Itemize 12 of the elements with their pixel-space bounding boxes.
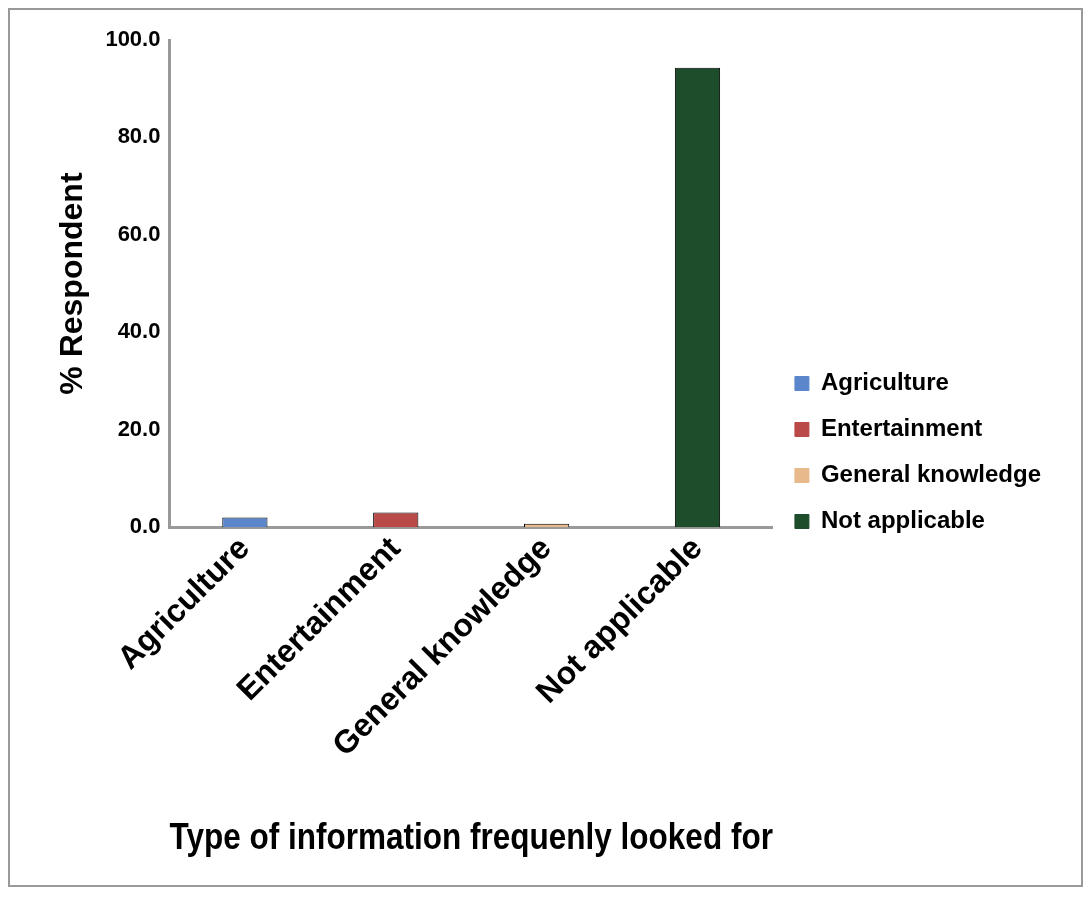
y-tick-label: 40.0 — [117, 318, 161, 344]
y-axis-title: % Respondent — [53, 172, 90, 395]
y-tick-label: 80.0 — [117, 123, 161, 149]
y-tick-label: 20.0 — [117, 415, 161, 441]
y-tick-label: 0.0 — [129, 513, 161, 539]
legend-label: General knowledge — [820, 460, 1042, 488]
x-axis-title: Type of information frequenly looked for — [169, 816, 773, 857]
legend-label: Agriculture — [820, 368, 949, 396]
legend-label: Entertainment — [820, 414, 983, 442]
y-tick-label: 60.0 — [117, 220, 161, 246]
y-tick-label: 100.0 — [105, 26, 161, 52]
legend-label: Not applicable — [820, 506, 985, 534]
